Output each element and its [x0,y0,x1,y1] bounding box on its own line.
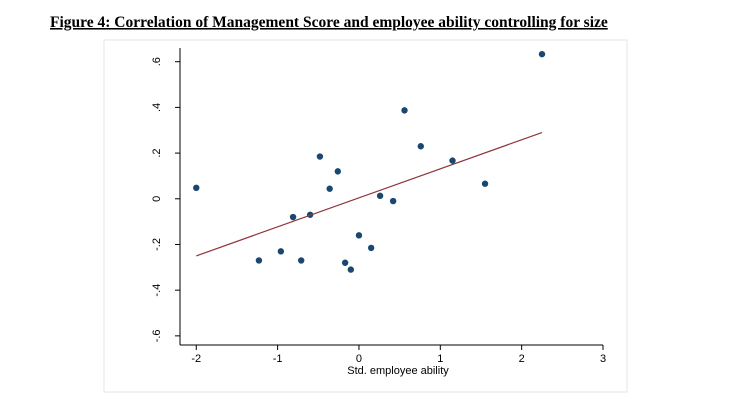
point [417,143,424,150]
point [376,192,384,200]
chart-title: Figure 4: Correlation of Management Scor… [50,14,608,31]
point [277,248,285,255]
point [347,266,355,273]
point [334,168,342,175]
x-tick-label: -2 [191,353,201,365]
point [401,107,408,114]
y-tick-label: .6 [151,57,163,66]
y-tick-label: -.4 [151,284,163,297]
y-tick-label: -.6 [151,329,163,342]
x-axis-title: Std. employee ability [347,365,449,377]
point [255,257,263,264]
y-tick-label: .4 [151,103,163,112]
point [449,157,456,164]
x-tick-label: -1 [273,353,283,365]
point [341,259,349,266]
point [289,213,297,221]
point [389,197,397,205]
point [538,50,546,58]
point [316,153,324,160]
y-tick-label: 0 [151,196,163,202]
point [367,244,375,252]
x-tick-label: 1 [437,353,443,365]
point [298,257,305,264]
point [481,180,489,187]
graph-frame [103,39,628,393]
y-tick-label: -.2 [151,238,163,251]
x-tick-label: 3 [600,353,606,365]
x-tick-label: 0 [356,353,362,365]
y-tick-label: .2 [151,148,163,157]
point [193,184,200,192]
fit-line [196,131,543,257]
point [326,185,333,192]
point [355,232,363,239]
x-tick-label: 2 [519,353,525,365]
